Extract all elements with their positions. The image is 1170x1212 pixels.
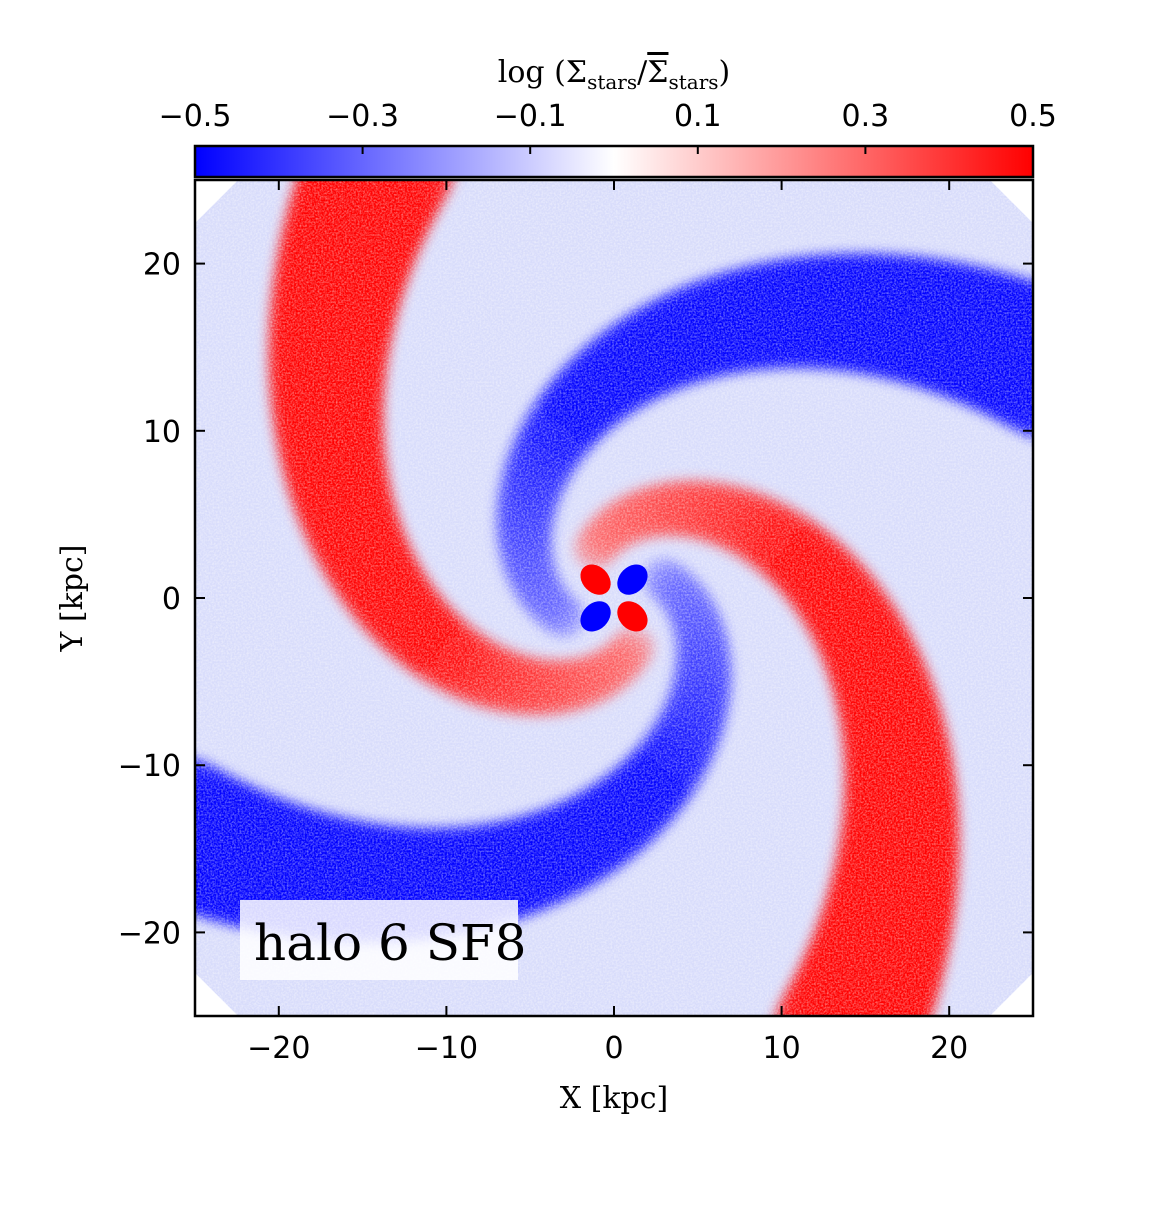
y-tick-label: −10 bbox=[118, 749, 181, 784]
colorbar-tick-label: 0.3 bbox=[842, 99, 890, 134]
colorbar-tick-label: 0.1 bbox=[674, 99, 722, 134]
y-tick-label: 0 bbox=[162, 582, 181, 617]
colorbar-label: log (Σstars/Σstars) bbox=[498, 55, 731, 94]
colorbar-gradient bbox=[193, 144, 1035, 179]
plot-corner-mask-br bbox=[990, 973, 1033, 1016]
colorbar-tick-label: −0.5 bbox=[159, 99, 232, 134]
colorbar-label-sub-2: stars bbox=[668, 70, 718, 94]
annotation: halo 6 SF8 bbox=[240, 900, 526, 980]
annotation-box bbox=[240, 900, 518, 980]
plot-corner-mask-bl bbox=[195, 973, 238, 1016]
x-tick-label: 10 bbox=[763, 1031, 801, 1066]
colorbar-label-sub: stars bbox=[587, 70, 637, 94]
quadrupole-lobe bbox=[580, 601, 611, 632]
x-tick-label: −20 bbox=[247, 1031, 310, 1066]
colorbar-tick-label: −0.1 bbox=[494, 99, 567, 134]
colorbar-label-symbol-bar: Σ bbox=[647, 55, 668, 90]
colorbar: −0.5 −0.3 −0.1 0.1 0.3 0.5 log (Σstars/Σstars… bbox=[159, 55, 1057, 179]
heatmap-noise bbox=[195, 180, 1033, 1016]
colorbar-ticks: −0.5 −0.3 −0.1 0.1 0.3 0.5 bbox=[159, 99, 1057, 154]
x-axis-title: X [kpc] bbox=[560, 1081, 669, 1116]
colorbar-tick-label: −0.3 bbox=[326, 99, 399, 134]
center-quadrupole bbox=[580, 564, 648, 632]
x-tick-label: 0 bbox=[604, 1031, 623, 1066]
colorbar-label-prefix: log bbox=[498, 55, 545, 90]
y-tick-label: −20 bbox=[118, 916, 181, 951]
x-tick-label: −10 bbox=[415, 1031, 478, 1066]
plot-corner-mask bbox=[195, 180, 238, 223]
colorbar-label-symbol: Σ bbox=[566, 55, 587, 90]
x-tick-label: 20 bbox=[930, 1031, 968, 1066]
quadrupole-lobe bbox=[580, 564, 611, 595]
quadrupole-lobe bbox=[617, 601, 648, 632]
y-tick-label: 20 bbox=[143, 248, 181, 283]
heatmap bbox=[195, 180, 1033, 1016]
y-axis-title: Y [kpc] bbox=[55, 545, 90, 653]
annotation-text: halo 6 SF8 bbox=[254, 914, 526, 972]
plot-corner-mask-tr bbox=[990, 180, 1033, 223]
y-axis: −20 −10 0 10 20 bbox=[118, 248, 1033, 951]
y-tick-label: 10 bbox=[143, 415, 181, 450]
quadrupole-lobe bbox=[617, 564, 648, 595]
colorbar-tick-label: 0.5 bbox=[1009, 99, 1057, 134]
x-axis: −20 −10 0 10 20 bbox=[247, 180, 968, 1066]
